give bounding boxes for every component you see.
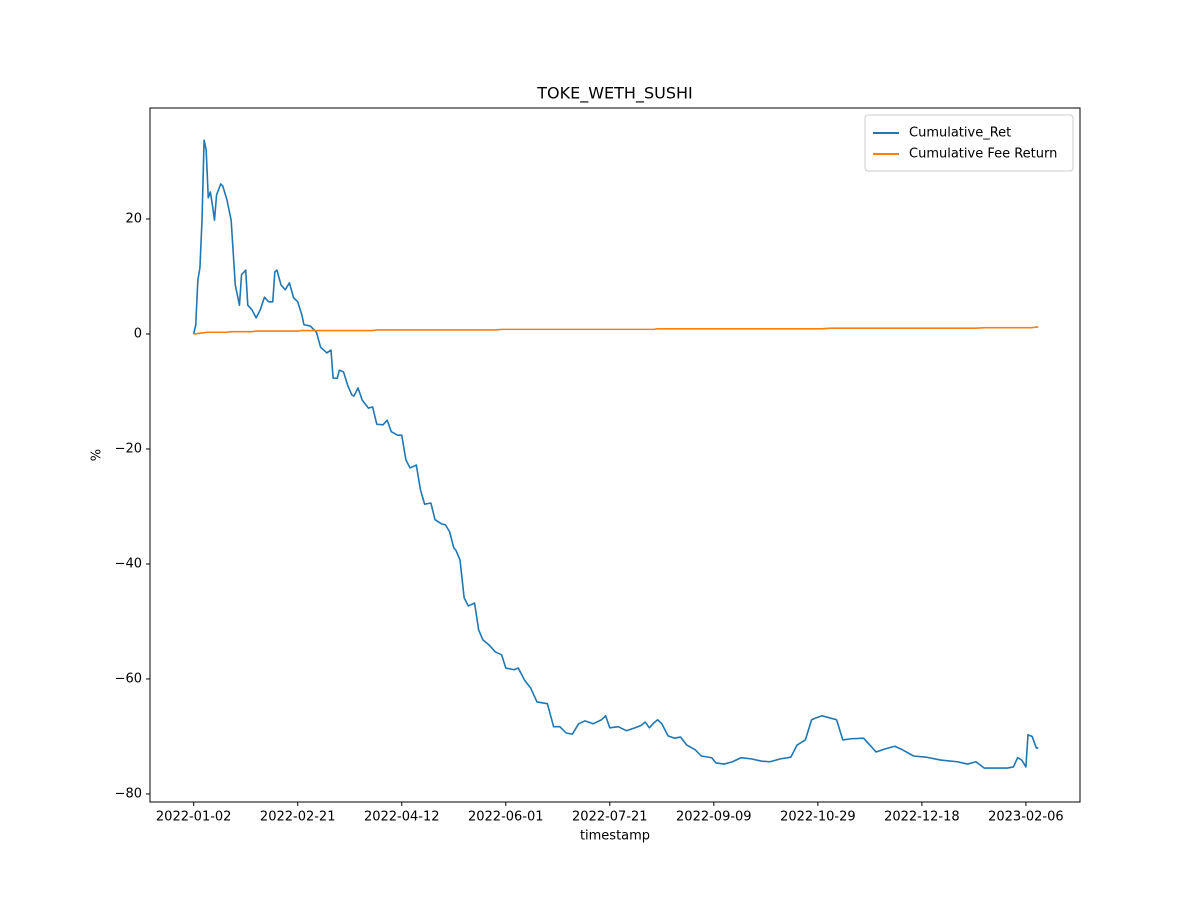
x-tick-label: 2023-02-06 [988, 810, 1064, 825]
plot-frame [149, 107, 1081, 803]
x-axis-label: timestamp [580, 829, 650, 844]
y-tick-label: −60 [115, 671, 142, 686]
legend-label: Cumulative Fee Return [909, 147, 1057, 162]
x-tick-label: 2022-02-21 [260, 810, 336, 825]
x-tick-label: 2022-10-29 [780, 810, 856, 825]
chart-title: TOKE_WETH_SUSHI [536, 84, 692, 104]
y-tick-label: −40 [115, 556, 142, 571]
y-tick-label: 0 [134, 326, 142, 341]
legend-label: Cumulative_Ret [909, 126, 1011, 141]
line-series [193, 326, 1039, 335]
y-tick-label: −80 [115, 786, 142, 801]
y-tick-label: 20 [125, 211, 142, 226]
x-tick-label: 2022-07-21 [572, 810, 648, 825]
x-tick-label: 2022-12-18 [884, 810, 960, 825]
x-tick-label: 2022-09-09 [676, 810, 752, 825]
x-tick-label: 2022-04-12 [364, 810, 440, 825]
y-axis-label: % [90, 449, 105, 461]
y-tick-label: −20 [115, 441, 142, 456]
legend-box [864, 114, 1074, 172]
x-tick-label: 2022-01-02 [156, 810, 232, 825]
line-series [192, 139, 1039, 769]
x-tick-label: 2022-06-01 [468, 810, 544, 825]
